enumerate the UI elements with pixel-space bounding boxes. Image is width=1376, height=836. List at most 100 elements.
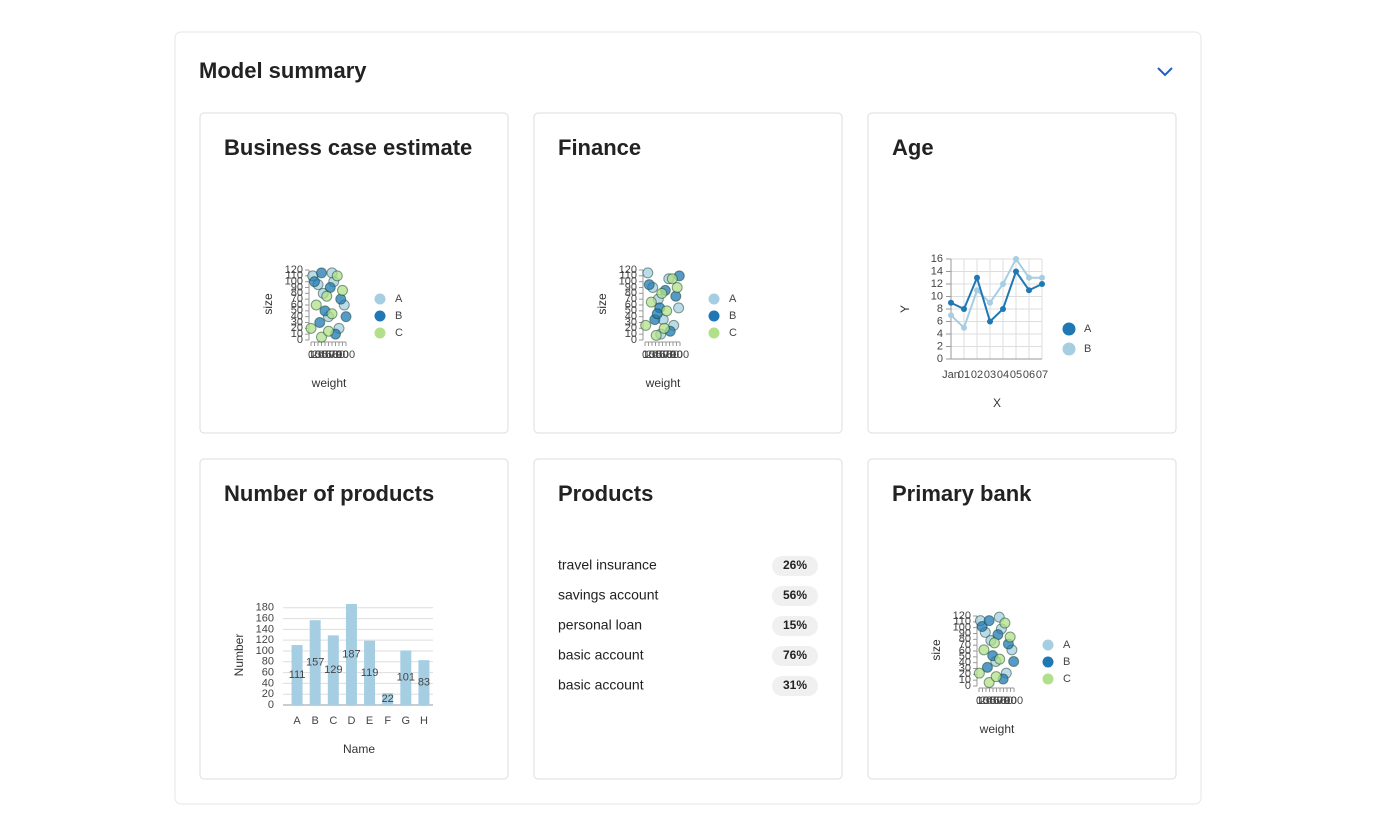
y-tick-label: 140 bbox=[256, 623, 274, 635]
y-tick-label: 60 bbox=[959, 645, 971, 657]
x-tick-label: 40 bbox=[987, 695, 999, 707]
scatter-point bbox=[340, 311, 352, 323]
y-axis-label: size bbox=[261, 293, 275, 315]
y-axis-label: size bbox=[929, 639, 943, 661]
y-tick-label: 8 bbox=[937, 303, 943, 315]
bar bbox=[309, 620, 321, 705]
y-tick-label: 120 bbox=[619, 264, 637, 276]
card-title: Primary bank bbox=[892, 481, 1032, 506]
item-value: 56% bbox=[783, 588, 807, 602]
x-tick-label: 80 bbox=[333, 349, 345, 361]
y-tick-label: 0 bbox=[297, 334, 303, 346]
x-tick-label: 02 bbox=[971, 369, 983, 381]
bar-value-label: 83 bbox=[418, 676, 430, 688]
y-tick-label: 4 bbox=[937, 328, 943, 340]
x-tick-label: A bbox=[293, 715, 301, 727]
card: Number of products0204060801001201401601… bbox=[199, 458, 509, 780]
x-tick-label: 0 bbox=[976, 695, 982, 707]
item-value: 31% bbox=[783, 678, 807, 692]
item-label: savings account bbox=[558, 587, 659, 603]
y-tick-label: 90 bbox=[959, 627, 971, 639]
collapse-toggle[interactable] bbox=[1157, 67, 1173, 77]
legend-swatch bbox=[1042, 639, 1054, 651]
x-tick-label: 0 bbox=[642, 349, 648, 361]
legend-label: A bbox=[395, 293, 403, 305]
scatter-point bbox=[658, 322, 670, 334]
scatter-point bbox=[316, 267, 327, 279]
x-tick-label: 60 bbox=[994, 695, 1006, 707]
item-label: personal loan bbox=[558, 617, 642, 633]
x-tick-label: 100 bbox=[671, 349, 689, 361]
x-tick-label: B bbox=[312, 715, 319, 727]
x-tick-label: Jan bbox=[942, 369, 960, 381]
x-tick-label: 80 bbox=[1001, 695, 1013, 707]
x-axis-label: weight bbox=[645, 376, 681, 390]
item-value: 76% bbox=[783, 648, 807, 662]
y-tick-label: 120 bbox=[285, 264, 303, 276]
scatter-point bbox=[988, 637, 1000, 649]
scatter-point bbox=[999, 617, 1011, 629]
legend-label: A bbox=[1084, 323, 1092, 335]
y-tick-label: 90 bbox=[625, 281, 637, 293]
scatter-point bbox=[666, 273, 678, 285]
item-pill bbox=[772, 616, 818, 636]
x-tick-label: 10 bbox=[642, 349, 654, 361]
y-tick-label: 0 bbox=[965, 680, 971, 692]
scatter-point bbox=[656, 287, 668, 299]
card-title: Finance bbox=[558, 135, 641, 160]
y-tick-label: 20 bbox=[959, 668, 971, 680]
line-point bbox=[974, 274, 980, 281]
x-tick-label: 30 bbox=[649, 349, 661, 361]
scatter-point bbox=[309, 276, 320, 288]
x-tick-label: 10 bbox=[308, 349, 320, 361]
line-point bbox=[1000, 281, 1006, 287]
scatter-point bbox=[642, 267, 654, 279]
scatter-point bbox=[1004, 631, 1016, 643]
legend-label: A bbox=[729, 293, 737, 305]
y-tick-label: 40 bbox=[291, 311, 303, 323]
legend-swatch bbox=[1042, 673, 1054, 685]
scatter-point bbox=[314, 317, 326, 328]
scatter-point bbox=[671, 282, 683, 293]
bar-value-label: 111 bbox=[289, 669, 306, 681]
bar-value-label: 119 bbox=[361, 667, 379, 679]
scatter-point bbox=[640, 319, 652, 331]
item-label: basic account bbox=[558, 647, 644, 663]
scatter-point bbox=[651, 308, 663, 320]
x-tick-label: 80 bbox=[667, 349, 679, 361]
x-tick-label: 30 bbox=[315, 349, 327, 361]
line-point bbox=[1013, 268, 1019, 275]
y-tick-label: 80 bbox=[291, 287, 303, 299]
line-point bbox=[987, 299, 993, 306]
scatter-point bbox=[983, 615, 995, 627]
y-tick-label: 16 bbox=[931, 253, 943, 265]
card-frame bbox=[199, 112, 509, 434]
line-point bbox=[1026, 274, 1032, 281]
scatter-point bbox=[981, 661, 993, 673]
y-tick-label: 20 bbox=[262, 688, 274, 700]
y-tick-label: 10 bbox=[931, 290, 943, 302]
x-tick-label: 10 bbox=[976, 695, 988, 707]
y-tick-label: 70 bbox=[959, 639, 971, 651]
x-tick-label: 06 bbox=[1023, 369, 1035, 381]
y-tick-label: 2 bbox=[937, 340, 943, 352]
item-pill bbox=[772, 646, 818, 666]
y-tick-label: 100 bbox=[619, 276, 637, 288]
line-point bbox=[948, 312, 954, 319]
y-tick-label: 100 bbox=[256, 645, 274, 657]
line-point bbox=[974, 287, 980, 294]
bar bbox=[327, 635, 339, 705]
line-series bbox=[950, 269, 1043, 324]
card-title: Products bbox=[558, 481, 653, 506]
y-tick-label: 100 bbox=[953, 622, 971, 634]
bar bbox=[418, 660, 430, 705]
x-tick-label: 100 bbox=[1005, 695, 1023, 707]
bar-value-label: 157 bbox=[306, 657, 324, 669]
y-tick-label: 80 bbox=[625, 287, 637, 299]
bar-value-label: 129 bbox=[324, 664, 342, 676]
y-tick-label: 60 bbox=[262, 666, 274, 678]
item-pill bbox=[772, 586, 818, 606]
